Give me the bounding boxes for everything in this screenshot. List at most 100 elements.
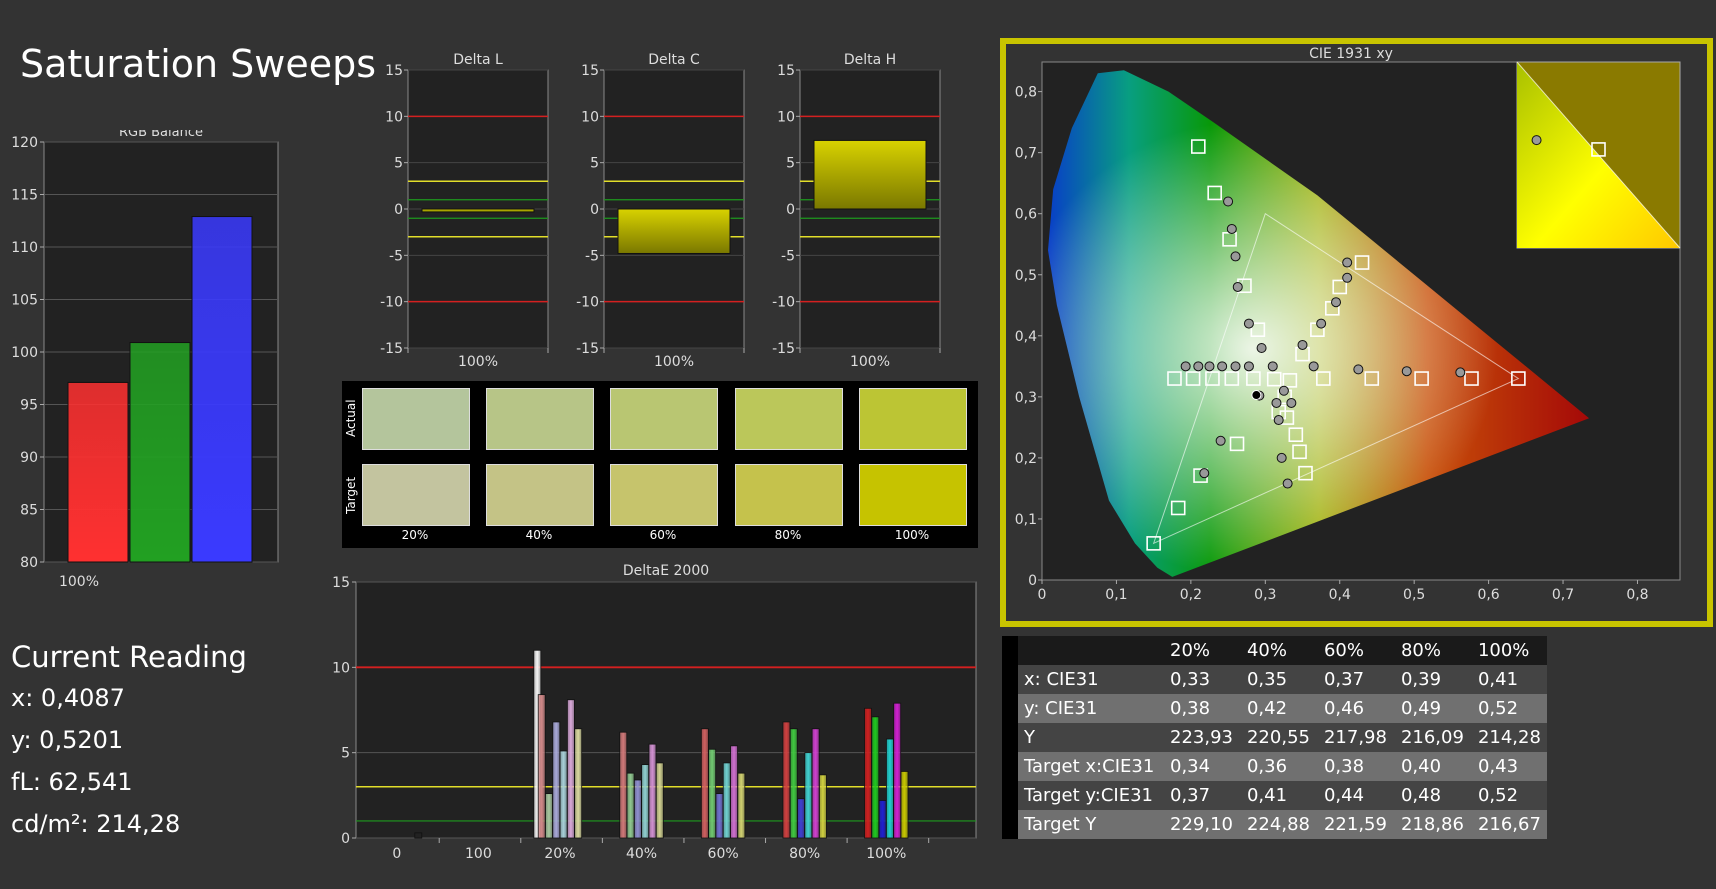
deltae-bar <box>708 748 717 839</box>
target-marker <box>1207 185 1222 201</box>
stats-cell: 218,86 <box>1392 810 1470 839</box>
chart-title: CIE 1931 xy <box>1309 46 1393 62</box>
target-marker <box>1146 536 1161 551</box>
swatch-column-label: 40% <box>525 528 553 542</box>
y-tick-label: -5 <box>585 248 599 264</box>
target-marker <box>1354 255 1370 270</box>
stats-cell: 0,52 <box>1469 781 1547 810</box>
y-tick-label: 0 <box>1028 573 1037 589</box>
chart-title: DeltaE 2000 <box>623 563 709 579</box>
stats-row: Y 223,93 220,55 217,98 216,09 214,28 <box>1002 723 1547 752</box>
x-tick-label: 0 <box>1038 587 1047 603</box>
stats-column-header: 80% <box>1392 636 1470 665</box>
target-marker <box>1364 371 1380 386</box>
deltae-2000-chart: DeltaE 2000 0 5 10 15 0 100 20% 40% 60% 80% 100% <box>332 563 977 860</box>
x-tick-label: 0,6 <box>1477 587 1499 603</box>
measured-marker <box>1297 339 1308 350</box>
swatch-column-label: 60% <box>649 528 677 542</box>
current-reading: Current Reading x: 0,4087 y: 0,5201 fL: … <box>11 640 247 852</box>
stats-row: y: CIE31 0,38 0,42 0,46 0,49 0,52 <box>1002 694 1547 723</box>
stats-cell: 0,41 <box>1238 781 1316 810</box>
stats-cell: 220,55 <box>1238 723 1316 752</box>
stats-row: Target x:CIE31 0,34 0,36 0,38 0,40 0,43 <box>1002 752 1547 781</box>
deltae-bar <box>700 728 709 839</box>
stats-cell: 0,34 <box>1162 752 1239 781</box>
stats-cell: 0,52 <box>1469 694 1547 723</box>
stats-row: Target Y 229,10 224,88 221,59 218,86 216,67 <box>1002 810 1547 839</box>
deltae-bar <box>552 721 561 839</box>
measured-marker <box>1243 318 1254 329</box>
gamut-triangle <box>1152 212 1520 545</box>
x-tick-label: 40% <box>626 846 657 860</box>
y-tick-label: 15 <box>385 63 403 79</box>
y-tick-label: -10 <box>380 295 403 311</box>
deltae-bar <box>559 750 568 839</box>
measured-marker <box>1230 251 1241 262</box>
stats-corner <box>1002 636 1162 665</box>
chart-title: RGB Balance <box>119 130 203 140</box>
stats-cell: 0,48 <box>1392 781 1470 810</box>
x-tick-label: 60% <box>708 846 739 860</box>
stats-header-row: 20% 40% 60% 80% 100% <box>1002 636 1547 665</box>
y-tick-label: -5 <box>389 248 403 264</box>
swatch-actual <box>859 388 967 450</box>
stats-cell: 214,28 <box>1469 723 1547 752</box>
stats-cell: 0,35 <box>1238 665 1316 694</box>
stats-cell: 217,98 <box>1315 723 1393 752</box>
stats-row-label: x: CIE31 <box>1002 665 1162 694</box>
target-marker <box>1191 139 1206 154</box>
stats-row-label: Y <box>1002 723 1162 752</box>
stats-row: x: CIE31 0,33 0,35 0,37 0,39 0,41 <box>1002 665 1547 694</box>
y-tick-label: 90 <box>20 450 38 466</box>
zoom-measured-marker <box>1531 135 1542 146</box>
chart-title: Delta L <box>453 52 503 68</box>
measured-marker <box>1180 361 1191 372</box>
delta-bar <box>813 139 927 210</box>
measured-marker <box>1226 223 1237 234</box>
stats-row-label: Target Y <box>1002 810 1162 839</box>
stats-cell: 0,33 <box>1162 665 1239 694</box>
deltae-bar <box>864 707 872 839</box>
y-tick-label: 0,5 <box>1015 268 1037 284</box>
deltae-bar <box>737 772 746 839</box>
page-title: Saturation Sweeps <box>20 42 377 86</box>
chart-title: Delta C <box>648 52 700 68</box>
deltae-bar <box>804 752 813 839</box>
deltae-bar <box>414 832 423 839</box>
target-marker <box>1229 436 1245 452</box>
measured-marker <box>1331 297 1342 308</box>
x-tick-label: 20% <box>544 846 575 860</box>
deltae-bar <box>537 694 546 839</box>
x-tick-label: 100% <box>59 574 99 590</box>
y-tick-label: -5 <box>781 248 795 264</box>
deltae-bar <box>715 793 724 839</box>
delta-bar <box>421 208 535 213</box>
target-marker <box>1414 371 1429 386</box>
deltae-bar <box>648 743 657 839</box>
measured-marker <box>1230 361 1241 372</box>
measured-marker <box>1286 397 1297 408</box>
measured-marker <box>1256 343 1267 354</box>
measured-marker <box>1232 281 1243 292</box>
deltae-bar <box>566 699 575 839</box>
stats-cell: 0,37 <box>1315 665 1393 694</box>
stats-cell: 221,59 <box>1315 810 1393 839</box>
measured-marker <box>1353 364 1364 375</box>
x-tick-label: 0,8 <box>1626 587 1648 603</box>
y-tick-label: 115 <box>11 188 38 204</box>
measured-marker <box>1282 478 1293 489</box>
delta-l-chart: Delta L -15 -10 -5 0 5 10 15 100% <box>380 52 549 370</box>
x-tick-label: 0 <box>392 846 401 860</box>
y-tick-label: 10 <box>332 660 350 676</box>
stats-cell: 0,44 <box>1315 781 1393 810</box>
swatch-target <box>362 464 470 526</box>
delta-h-chart: Delta H -15 -10 -5 0 5 10 15 100% <box>772 52 941 370</box>
stats-cell: 0,40 <box>1392 752 1470 781</box>
y-tick-label: 0,6 <box>1015 207 1037 223</box>
cie-chart-frame <box>1000 38 1713 627</box>
target-marker <box>1332 279 1348 295</box>
stats-cell: 229,10 <box>1162 810 1239 839</box>
y-tick-label: 0,4 <box>1015 329 1037 345</box>
deltae-bar <box>878 800 887 839</box>
measured-marker <box>1342 272 1353 283</box>
